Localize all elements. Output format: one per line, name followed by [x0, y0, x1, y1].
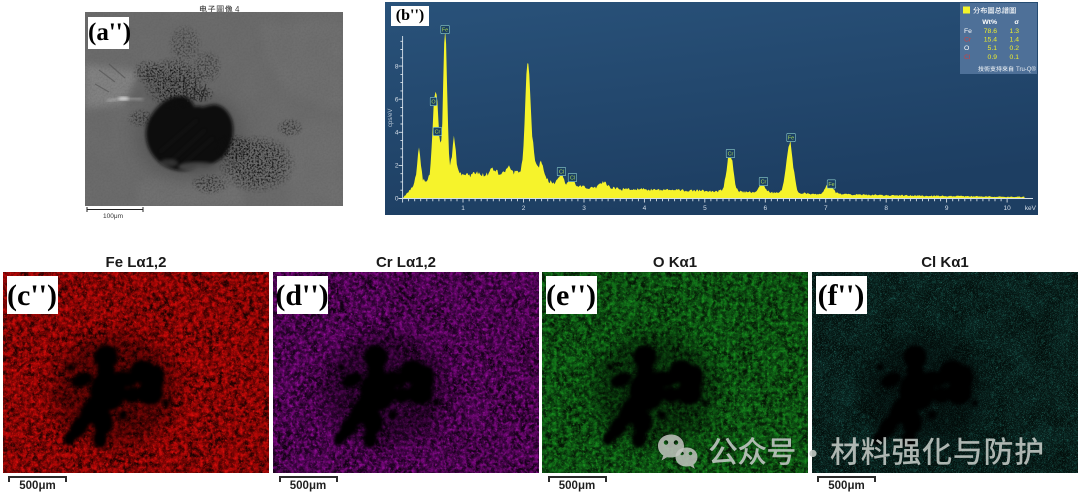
svg-text:2: 2	[522, 205, 526, 212]
svg-text:8: 8	[884, 205, 888, 212]
svg-text:Cl: Cl	[570, 176, 575, 182]
svg-text:5.1: 5.1	[988, 45, 998, 52]
svg-text:Fe: Fe	[788, 136, 794, 142]
svg-text:keV: keV	[1025, 205, 1037, 212]
svg-text:7: 7	[824, 205, 828, 212]
svg-text:Fe: Fe	[964, 28, 972, 35]
svg-text:4: 4	[395, 130, 399, 137]
svg-text:9: 9	[945, 205, 949, 212]
svg-text:1.4: 1.4	[1010, 37, 1020, 44]
svg-text:15.4: 15.4	[984, 37, 997, 44]
svg-text:Cr: Cr	[964, 37, 972, 44]
svg-text:σ: σ	[1014, 19, 1019, 26]
svg-text:0.2: 0.2	[1010, 45, 1020, 52]
svg-text:(e''): (e'')	[546, 279, 596, 312]
svg-text:6: 6	[763, 205, 767, 212]
svg-text:0: 0	[395, 196, 399, 203]
svg-text:cps/eV: cps/eV	[388, 109, 394, 127]
svg-text:0.1: 0.1	[1010, 54, 1020, 61]
svg-text:O: O	[964, 45, 969, 52]
svg-text:Fe: Fe	[828, 182, 834, 188]
svg-text:Cl: Cl	[964, 54, 971, 61]
svg-text:O: O	[431, 100, 435, 106]
svg-text:(c''): (c'')	[7, 279, 57, 312]
svg-text:4: 4	[235, 5, 240, 14]
svg-text:100μm: 100μm	[103, 213, 123, 220]
svg-text:Fe: Fe	[442, 28, 448, 34]
svg-text:Cl: Cl	[559, 170, 564, 176]
svg-text:Cr: Cr	[728, 152, 734, 158]
svg-text:6: 6	[395, 96, 399, 103]
svg-text:Tru-Q®: Tru-Q®	[1016, 66, 1036, 73]
svg-text:(f''): (f'')	[818, 279, 865, 312]
svg-text:10: 10	[1003, 205, 1011, 212]
svg-text:1.3: 1.3	[1010, 28, 1020, 35]
svg-text:8: 8	[395, 63, 399, 70]
svg-text:1: 1	[461, 205, 465, 212]
svg-text:2: 2	[395, 163, 399, 170]
svg-text:(d''): (d'')	[275, 279, 328, 312]
svg-text:3: 3	[582, 205, 586, 212]
svg-text:Cr: Cr	[761, 180, 767, 186]
svg-text:Cr: Cr	[435, 130, 441, 136]
svg-text:Wt%: Wt%	[982, 19, 997, 26]
svg-text:4: 4	[643, 205, 647, 212]
svg-text:0.9: 0.9	[988, 54, 998, 61]
svg-text:5: 5	[703, 205, 707, 212]
svg-text:78.6: 78.6	[984, 28, 997, 35]
